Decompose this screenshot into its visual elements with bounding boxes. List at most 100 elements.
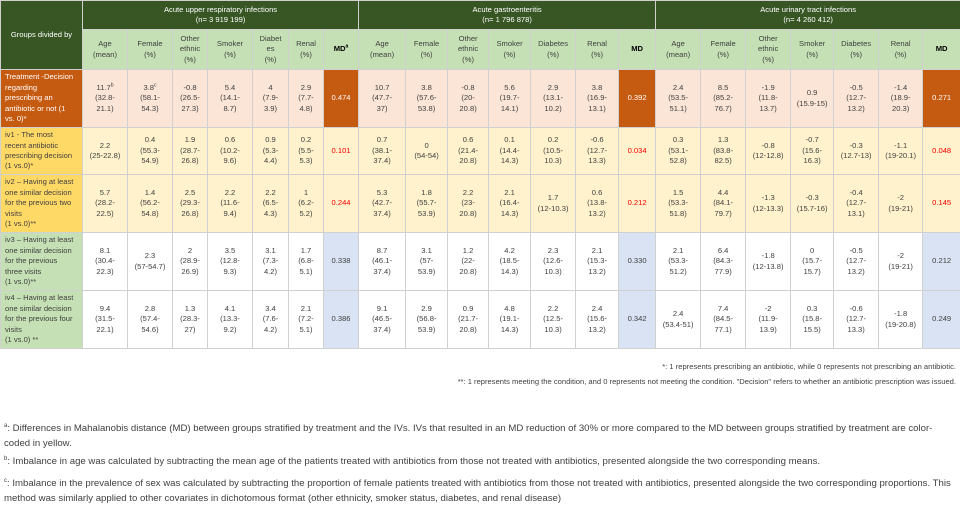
cell-value: 1.2 (462, 245, 474, 255)
cell-range: (12.7- (846, 314, 867, 324)
cell-range: (53.3- (668, 256, 689, 266)
cell-value: 2.2 (265, 187, 276, 197)
cell-range: (15.9-15) (796, 98, 828, 108)
value-cell: -1.1 (19-20.1) (878, 127, 924, 175)
value-cell: 0.3 (15.8- 15.5) (790, 290, 835, 349)
text-line: (1 vs.0)** (5, 277, 37, 287)
text-line: for the previous four (5, 314, 73, 324)
cell-value: 0.2 (300, 135, 312, 145)
cell-range-end: 10.3) (544, 266, 562, 276)
text-line: (%) (420, 49, 433, 59)
value-cell: 2.1 (7.2- 5.1) (288, 290, 324, 349)
cell-range-end: 53.9) (417, 266, 436, 276)
value-cell: -1.4 (18.9- 20.3) (878, 69, 924, 128)
value-cell: 0.6 (10.2- 9.6) (207, 127, 253, 175)
note-a-mark: a (4, 422, 8, 429)
value-cell: 0 (54-54) (405, 127, 449, 175)
text-line: (%) (184, 54, 196, 64)
value-cell: 1.9 (28.7- 26.8) (172, 127, 208, 175)
cell-value: 4.8 (504, 303, 515, 313)
note-a-text: : Differences in Mahalanobis distance (M… (4, 423, 933, 449)
cell-value: 2.2 (547, 303, 559, 313)
group-header-2: Acute urinary tract infections (n= 4 260 … (655, 0, 960, 30)
cell-range-end: 54.9) (141, 156, 159, 166)
cell-value: 0.9 (806, 88, 818, 98)
text-line: (%) (806, 49, 819, 59)
text-line: (mean) (666, 49, 691, 59)
cell-range-end: 37) (376, 103, 388, 113)
value-cell: -0.6 (12.7- 13.3) (833, 290, 880, 349)
value-cell: -0.8 (12-12.8) (745, 127, 792, 175)
column-header: Renal (%) (288, 29, 324, 70)
text-line: three visits (5, 266, 42, 276)
value-cell: 3.8 (57.6- 53.8) (405, 69, 449, 128)
cell-range: (32.8- (95, 93, 115, 103)
cell-range: (19-20.8) (885, 319, 917, 329)
cell-value: 2.1 (504, 187, 515, 197)
cell-value: 11.7 (96, 82, 111, 92)
value-cell: 3.8c (58.1- 54.3) (127, 69, 173, 128)
value-cell: -0.4 (12.7- 13.1) (833, 174, 880, 233)
value-cell: -1.9 (11.8- 13.7) (745, 69, 792, 128)
cell-range-end: 20.8) (459, 208, 477, 218)
cell-value: 4.2 (504, 245, 515, 255)
cell-value: 0.6 (462, 135, 474, 145)
cell-range: (19-21) (888, 261, 913, 271)
cell-value: 2.4 (672, 82, 684, 92)
cell-value: -1.8 (894, 309, 908, 319)
cell-range-end: 37.4) (373, 266, 391, 276)
cell-range-end: 37.4) (373, 324, 391, 334)
cell-range-end: 15.5) (803, 324, 821, 334)
cell-value: 0.6 (591, 187, 603, 197)
cell-value: -0.8 (183, 82, 197, 92)
cell-range: (55.7- (416, 198, 437, 208)
text-line: visits (5, 208, 22, 218)
row-label: Treatment -Decision regarding prescribing … (0, 69, 83, 128)
md-value: 0.212 (922, 232, 960, 291)
value-cell: -0.5 (12.7- 13.2) (833, 232, 880, 291)
cell-range: (15.7- (802, 256, 823, 266)
cell-range: (30.4- (95, 256, 115, 266)
cell-value: 2.9 (421, 303, 432, 313)
cell-range-end: 5.2) (299, 208, 313, 218)
cell-range-end: 13.2) (588, 208, 606, 218)
md-value: 0.145 (922, 174, 960, 233)
cell-value: 1 (303, 187, 309, 197)
value-cell: 8.5 (85.2- 76.7) (700, 69, 747, 128)
md-footnote-mark: a (345, 43, 349, 50)
cell-range-end: 13.3) (588, 156, 606, 166)
cell-value: 3.1 (265, 245, 276, 255)
value-cell: -0.5 (12.7- 13.2) (833, 69, 880, 128)
text-line: (1 vs.0) ** (5, 335, 39, 345)
cell-range: (19.1- (499, 314, 520, 324)
cell-value: 0.7 (376, 135, 388, 145)
value-cell: 4.2 (18.5- 14.3) (488, 232, 532, 291)
cell-range-end: 54.6) (141, 324, 159, 334)
cell-range: (15.6- (802, 145, 823, 155)
text-line: visits (5, 324, 22, 334)
cell-value: 2.3 (547, 245, 559, 255)
cell-range-end: 4.8) (299, 103, 313, 113)
cell-value: 0.1 (504, 135, 515, 145)
column-header: Female (%) (127, 29, 173, 70)
cell-range: (12-13.3) (752, 203, 784, 213)
value-cell: 2 (28.9- 26.9) (172, 232, 208, 291)
text-line: Smoker (496, 39, 523, 49)
cell-range: (12-12.8) (752, 151, 784, 160)
value-cell: 4 (7.9- 3.9) (252, 69, 289, 128)
text-line: for the previous (5, 256, 58, 266)
text-line: (%) (503, 49, 516, 59)
text-line: (%) (547, 49, 559, 59)
cell-value: 2.2 (224, 187, 236, 197)
text-line: (%) (894, 49, 907, 59)
cell-range: (15.3- (587, 256, 607, 266)
group-title: Acute upper respiratory infections (163, 4, 278, 14)
value-cell: 4.4 (84.1- 79.7) (700, 174, 747, 233)
cell-range-end: 14.3) (500, 324, 519, 334)
text-line: Age (375, 39, 389, 49)
cell-range: (6.8- (298, 256, 314, 266)
value-cell: 2.4 (53.4-51) (655, 290, 702, 349)
cell-range: (57.4- (140, 314, 160, 324)
cell-footnote-mark: b (110, 82, 114, 89)
value-cell: 2.4 (15.6- 13.2) (575, 290, 620, 349)
